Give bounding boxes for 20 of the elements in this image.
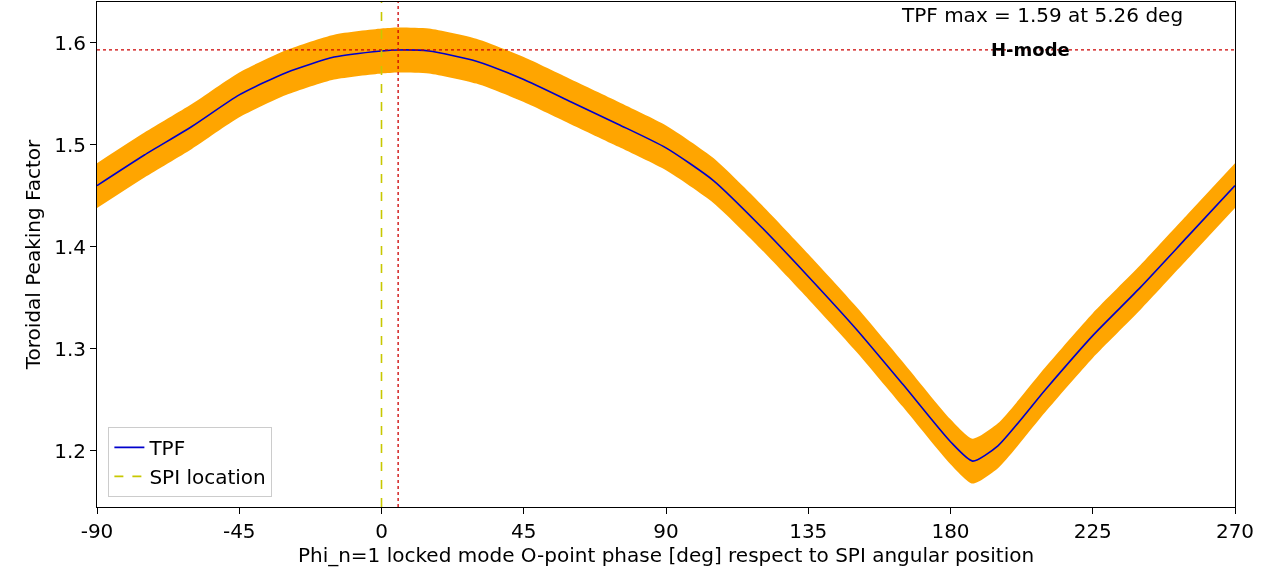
y-axis-title: Toroidal Peaking Factor (20, 138, 45, 371)
x-tick-label: 45 (511, 519, 537, 543)
x-tick-label: 180 (931, 519, 970, 543)
annotation: TPF max = 1.59 at 5.26 deg (901, 3, 1184, 27)
x-tick-label: -90 (80, 519, 114, 543)
annotation: H-mode (991, 39, 1070, 60)
x-tick-label: 225 (1073, 519, 1112, 543)
x-tick-label: -45 (222, 519, 256, 543)
y-tick-label: 1.5 (54, 132, 86, 157)
legend-label: SPI location (149, 465, 266, 490)
y-tick-label: 1.3 (54, 336, 86, 361)
y-tick-label: 1.2 (54, 438, 86, 463)
y-tick-label: 1.6 (54, 30, 86, 55)
x-axis-title: Phi_n=1 locked mode O-point phase [deg] respect to SPI angular position (297, 543, 1035, 567)
x-tick-label: 90 (653, 519, 679, 543)
x-tick-label: 0 (375, 519, 388, 543)
legend-label: TPF (148, 436, 186, 461)
x-tick-label: 135 (789, 519, 828, 543)
y-tick-label: 1.4 (54, 234, 86, 259)
x-tick-label: 270 (1215, 519, 1255, 543)
